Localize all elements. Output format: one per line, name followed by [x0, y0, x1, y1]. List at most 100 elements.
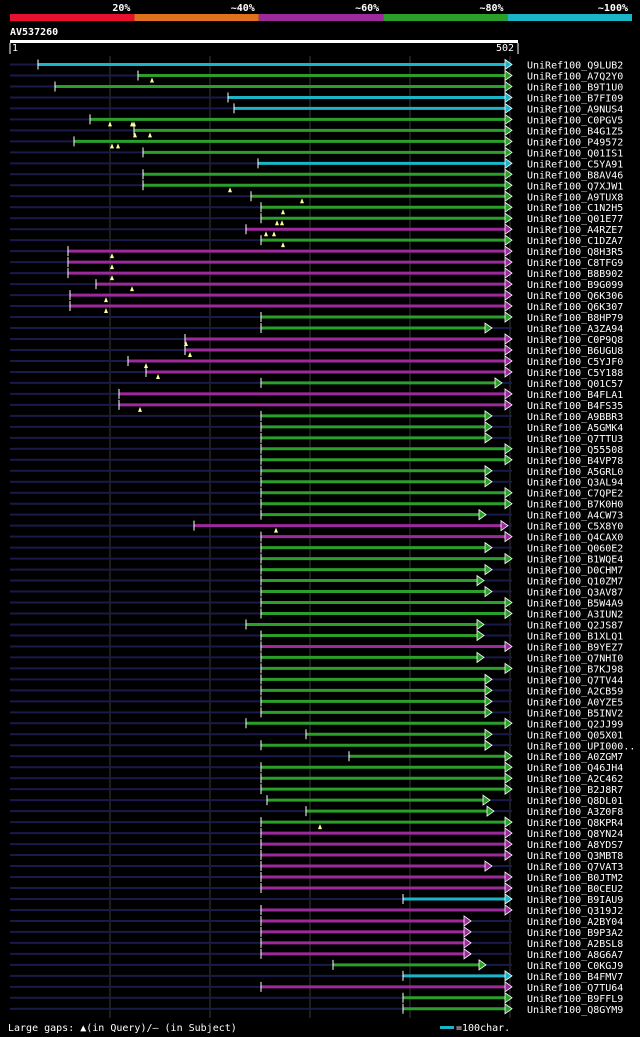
hit-row[interactable]: UniRef100_B6UGU8 — [10, 344, 623, 357]
hit-label[interactable]: UniRef100_A4CW73 — [527, 511, 623, 522]
hit-row[interactable]: UniRef100_A9NUS4 — [10, 102, 623, 115]
hit-row[interactable]: UniRef100_B1XLQ1 — [10, 629, 623, 642]
hit-row[interactable]: UniRef100_C5Y188 — [10, 366, 623, 379]
hit-label[interactable]: UniRef100_Q8GYM9 — [527, 1005, 623, 1016]
hit-row[interactable]: UniRef100_B0JTM2 — [10, 871, 623, 884]
hit-label[interactable]: UniRef100_C8TFG9 — [527, 258, 623, 269]
hit-row[interactable]: UniRef100_B4VP78 — [10, 454, 623, 467]
hit-row[interactable]: UniRef100_A4CW73 — [10, 508, 623, 522]
hit-label[interactable]: UniRef100_Q55508 — [527, 445, 623, 456]
hit-label[interactable]: UniRef100_A3IUN2 — [527, 610, 623, 621]
hit-row[interactable]: UniRef100_P49572 — [10, 135, 623, 149]
hit-row[interactable]: UniRef100_Q7TV44 — [10, 673, 623, 686]
hit-label[interactable]: UniRef100_A4RZE7 — [527, 225, 623, 236]
hit-row[interactable]: UniRef100_D0CHM7 — [10, 563, 623, 577]
hit-label[interactable]: UniRef100_Q3AV87 — [527, 588, 623, 599]
hit-label[interactable]: UniRef100_Q01E77 — [527, 214, 623, 225]
hit-label[interactable]: UniRef100_B8HP79 — [527, 313, 623, 324]
hit-label[interactable]: UniRef100_Q05X01 — [527, 730, 623, 741]
hit-row[interactable]: UniRef100_A3Z0F8 — [10, 805, 623, 818]
hit-label[interactable]: UniRef100_B0JTM2 — [527, 873, 623, 884]
hit-label[interactable]: UniRef100_Q7NHI0 — [527, 653, 623, 664]
hit-label[interactable]: UniRef100_B5W4A9 — [527, 599, 623, 610]
hit-row[interactable]: UniRef100_Q7XJW1 — [10, 179, 623, 193]
hit-label[interactable]: UniRef100_C0PGV5 — [527, 115, 623, 126]
hit-row[interactable]: UniRef100_A5GMK4 — [10, 421, 623, 434]
hit-row[interactable]: UniRef100_Q6K307 — [10, 300, 623, 314]
hit-row[interactable]: UniRef100_Q7TU64 — [10, 981, 623, 994]
hit-label[interactable]: UniRef100_Q7TTU3 — [527, 434, 623, 445]
hit-label[interactable]: UniRef100_C0P9Q8 — [527, 335, 623, 346]
hit-row[interactable]: UniRef100_Q9LUB2 — [10, 58, 623, 72]
hit-row[interactable]: UniRef100_A2C462 — [10, 772, 623, 785]
hit-row[interactable]: UniRef100_Q7TTU3 — [10, 432, 623, 445]
hit-row[interactable]: UniRef100_Q05X01 — [10, 728, 623, 741]
hit-row[interactable]: UniRef100_Q55508 — [10, 443, 623, 456]
hit-row[interactable]: UniRef100_B9FFL9 — [10, 992, 623, 1005]
hit-row[interactable]: UniRef100_A5GRL0 — [10, 464, 623, 478]
hit-row[interactable]: UniRef100_Q2JS87 — [10, 618, 623, 631]
hit-row[interactable]: UniRef100_C1N2H5 — [10, 201, 623, 215]
hit-row[interactable]: UniRef100_Q01IS1 — [10, 146, 623, 159]
hit-label[interactable]: UniRef100_Q7VAT3 — [527, 862, 623, 873]
hit-row[interactable]: UniRef100_A2BSL8 — [10, 937, 623, 950]
hit-row[interactable]: UniRef100_Q3AV87 — [10, 585, 623, 599]
hit-row[interactable]: UniRef100_B7FI09 — [10, 91, 623, 104]
hit-row[interactable]: UniRef100_Q8DL01 — [10, 794, 623, 807]
hit-label[interactable]: UniRef100_C5X8Y0 — [527, 522, 623, 533]
hit-row[interactable]: UniRef100_C0PGV5 — [10, 113, 623, 127]
hit-row[interactable]: UniRef100_B8AV46 — [10, 168, 623, 181]
hit-label[interactable]: UniRef100_C5YJF0 — [527, 357, 623, 368]
hit-row[interactable]: UniRef100_Q7NHI0 — [10, 651, 623, 664]
hit-label[interactable]: UniRef100_B6UGU8 — [527, 346, 623, 357]
hit-label[interactable]: UniRef100_Q3AL94 — [527, 478, 623, 489]
hit-row[interactable]: UniRef100_C0KGJ9 — [10, 959, 623, 972]
hit-row[interactable]: UniRef100_Q319J2 — [10, 904, 623, 917]
hit-row[interactable]: UniRef100_A4RZE7 — [10, 223, 623, 237]
hit-label[interactable]: UniRef100_Q7XJW1 — [527, 181, 623, 192]
hit-row[interactable]: UniRef100_Q01E77 — [10, 212, 623, 226]
hit-row[interactable]: UniRef100_A7Q2Y0 — [10, 69, 623, 83]
hit-label[interactable]: UniRef100_B4FMV7 — [527, 972, 623, 983]
hit-row[interactable]: UniRef100_C5YJF0 — [10, 355, 623, 368]
hit-label[interactable]: UniRef100_Q6K307 — [527, 302, 623, 313]
hit-label[interactable]: UniRef100_A9TUX8 — [527, 192, 623, 203]
hit-row[interactable]: UniRef100_C5YA91 — [10, 157, 623, 170]
hit-label[interactable]: UniRef100_B9G099 — [527, 280, 623, 291]
hit-label[interactable]: UniRef100_Q46JH4 — [527, 763, 623, 774]
hit-label[interactable]: UniRef100_A0YZE5 — [527, 697, 623, 708]
hit-label[interactable]: UniRef100_B4FLA1 — [527, 390, 623, 401]
hit-row[interactable]: UniRef100_A2BY04 — [10, 915, 623, 928]
hit-label[interactable]: UniRef100_B0CEU2 — [527, 884, 623, 895]
hit-label[interactable]: UniRef100_B7K0H0 — [527, 500, 623, 511]
hit-label[interactable]: UniRef100_B7FI09 — [527, 93, 623, 104]
hit-label[interactable]: UniRef100_B4VP78 — [527, 456, 623, 467]
hit-row[interactable]: UniRef100_B9G099 — [10, 278, 623, 292]
hit-row[interactable]: UniRef100_A9BBR3 — [10, 410, 623, 423]
hit-label[interactable]: UniRef100_A5GRL0 — [527, 467, 623, 478]
hit-row[interactable]: UniRef100_A9TUX8 — [10, 190, 623, 204]
hit-label[interactable]: UniRef100_P49572 — [527, 137, 623, 148]
hit-row[interactable]: UniRef100_C0P9Q8 — [10, 333, 623, 346]
hit-label[interactable]: UniRef100_A9BBR3 — [527, 412, 623, 423]
hit-label[interactable]: UniRef100_A2BSL8 — [527, 939, 623, 950]
hit-row[interactable]: UniRef100_C8TFG9 — [10, 256, 623, 270]
hit-label[interactable]: UniRef100_A0ZGM7 — [527, 752, 623, 763]
hit-row[interactable]: UniRef100_Q01C57 — [10, 377, 623, 390]
hit-row[interactable]: UniRef100_B1WQE4 — [10, 552, 623, 566]
hit-label[interactable]: UniRef100_B9YEZ7 — [527, 642, 623, 653]
hit-label[interactable]: UniRef100_B4FS35 — [527, 401, 623, 412]
hit-label[interactable]: UniRef100_A2BY04 — [527, 917, 623, 928]
hit-row[interactable]: UniRef100_A0YZE5 — [10, 695, 623, 708]
hit-label[interactable]: UniRef100_A2C462 — [527, 774, 623, 785]
hit-label[interactable]: UniRef100_Q8KPR4 — [527, 818, 623, 829]
hit-row[interactable]: UniRef100_Q7VAT3 — [10, 860, 623, 873]
hit-label[interactable]: UniRef100_A8YDS7 — [527, 840, 623, 851]
hit-label[interactable]: UniRef100_B7KJ98 — [527, 664, 623, 675]
hit-row[interactable]: UniRef100_B8HP79 — [10, 311, 623, 324]
hit-label[interactable]: UniRef100_Q9LUB2 — [527, 61, 623, 72]
hit-row[interactable]: UniRef100_B8B902 — [10, 267, 623, 281]
hit-row[interactable]: UniRef100_B5INV2 — [10, 706, 623, 719]
hit-row[interactable]: UniRef100_Q8KPR4 — [10, 816, 623, 830]
hit-label[interactable]: UniRef100_B9P3A2 — [527, 928, 623, 939]
